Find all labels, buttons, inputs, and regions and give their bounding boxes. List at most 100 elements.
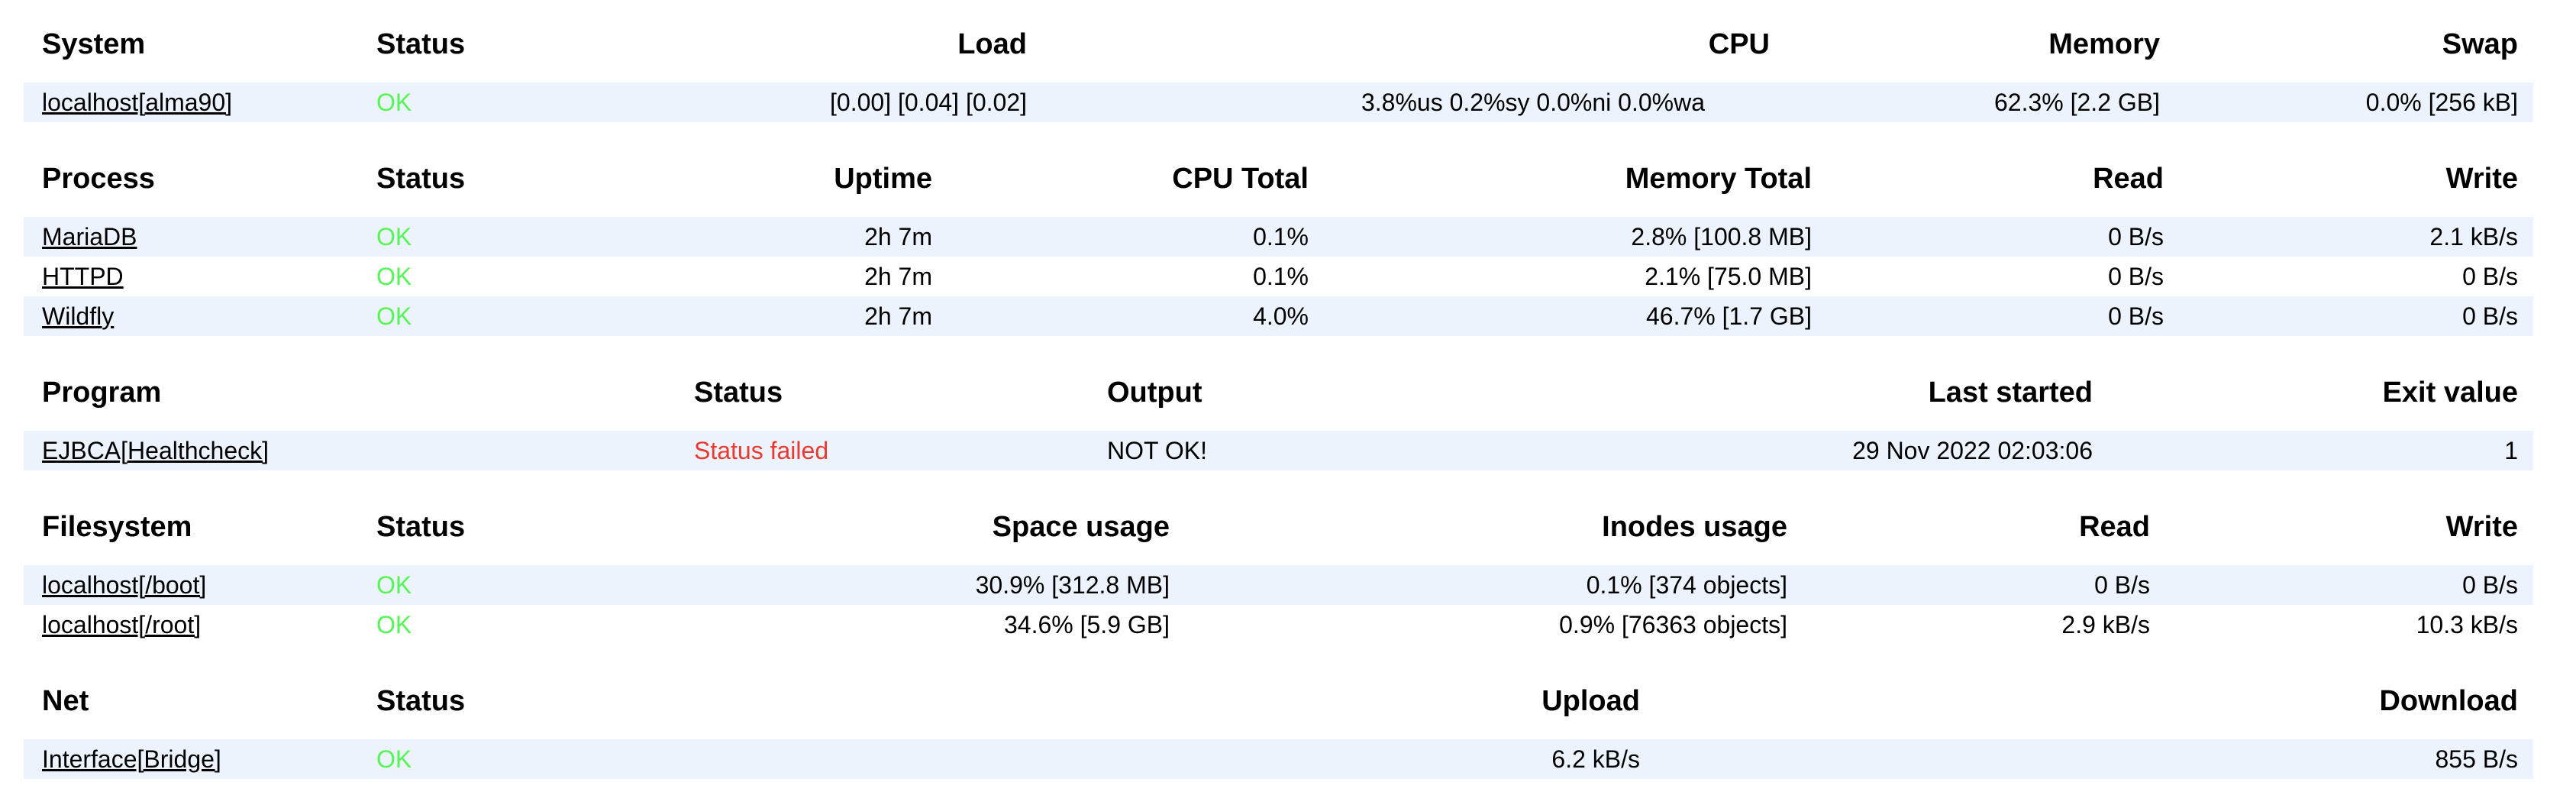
system-link-localhost-alma90[interactable]: localhost[alma90] xyxy=(42,88,233,116)
filesystem-space-cell: 34.6% [5.9 GB] xyxy=(1003,610,1170,638)
filesystem-space-cell: 30.9% [312.8 MB] xyxy=(605,565,1170,605)
process-name-cell: HTTPD xyxy=(24,257,376,296)
program-table: Program Status Output Last started Exit … xyxy=(24,376,2533,470)
filesystem-status-cell: OK xyxy=(376,605,605,645)
system-table: System Status Load CPU Memory Swap local… xyxy=(24,27,2533,122)
status-ok-text: OK xyxy=(376,88,412,116)
process-status-cell: OK xyxy=(376,296,605,336)
program-status-cell: Status failed xyxy=(694,431,1107,470)
col-header-read: Read xyxy=(2093,163,2164,195)
col-header-system: System xyxy=(42,28,146,60)
col-header-inodes-usage: Inodes usage xyxy=(1602,511,1787,543)
system-load-cell: [0.00] [0.04] [0.02] xyxy=(682,82,1027,122)
process-row-wildfly: Wildfly OK 2h 7m 4.0% 46.7% [1.7 GB] 0 B… xyxy=(24,296,2533,336)
col-header-uptime: Uptime xyxy=(834,163,932,195)
col-header-exit-value: Exit value xyxy=(2382,377,2518,409)
filesystem-name-cell: localhost[/root] xyxy=(24,605,376,645)
filesystem-link-localhost-boot[interactable]: localhost[/boot] xyxy=(42,570,207,599)
status-ok-text: OK xyxy=(376,610,412,638)
process-uptime-cell: 2h 7m xyxy=(605,296,932,336)
program-name-cell: EJBCA[Healthcheck] xyxy=(24,431,694,470)
filesystem-write-cell: 0 B/s xyxy=(2150,565,2533,605)
status-ok-text: OK xyxy=(376,222,412,250)
col-header-process: Process xyxy=(42,163,155,195)
col-header-cpu-total: CPU Total xyxy=(1172,163,1309,195)
col-header-status: Status xyxy=(376,163,466,195)
process-memory-cell: 2.8% [100.8 MB] xyxy=(1309,217,1812,257)
net-link-interface-bridge[interactable]: Interface[Bridge] xyxy=(42,745,221,773)
filesystem-read-cell: 2.9 kB/s xyxy=(2061,610,2150,638)
col-header-memory-total: Memory Total xyxy=(1625,163,1812,195)
program-last-started-cell: 29 Nov 2022 02:03:06 xyxy=(1641,431,2093,470)
process-row-mariadb: MariaDB OK 2h 7m 0.1% 2.8% [100.8 MB] 0 … xyxy=(24,217,2533,257)
program-header-row: Program Status Output Last started Exit … xyxy=(24,376,2533,431)
process-link-mariadb[interactable]: MariaDB xyxy=(42,222,137,250)
status-ok-text: OK xyxy=(376,302,412,330)
process-name-cell: MariaDB xyxy=(24,217,376,257)
system-name-cell: localhost[alma90] xyxy=(24,82,376,122)
col-header-program: Program xyxy=(42,377,162,409)
status-ok-text: OK xyxy=(376,745,412,773)
net-header-row: Net Status Upload Download xyxy=(24,684,2533,739)
process-name-cell: Wildfly xyxy=(24,296,376,336)
status-failed-text: Status failed xyxy=(694,436,829,464)
net-upload-cell: 6.2 kB/s xyxy=(605,739,1640,779)
filesystem-row-root: localhost[/root] OK 34.6% [5.9 GB] 0.9% … xyxy=(24,605,2533,645)
net-name-cell: Interface[Bridge] xyxy=(24,739,376,779)
filesystem-name-cell: localhost[/boot] xyxy=(24,565,376,605)
filesystem-status-cell: OK xyxy=(376,565,605,605)
process-status-cell: OK xyxy=(376,257,605,296)
col-header-swap: Swap xyxy=(2442,28,2518,60)
filesystem-header-row: Filesystem Status Space usage Inodes usa… xyxy=(24,510,2533,565)
process-status-cell: OK xyxy=(376,217,605,257)
process-cpu-cell: 0.1% xyxy=(932,217,1309,257)
system-status-cell: OK xyxy=(376,82,682,122)
filesystem-inodes-cell: 0.9% [76363 objects] xyxy=(1559,610,1787,638)
system-row-localhost: localhost[alma90] OK [0.00] [0.04] [0.02… xyxy=(24,82,2533,122)
process-read-cell: 0 B/s xyxy=(1812,296,2164,336)
process-header-row: Process Status Uptime CPU Total Memory T… xyxy=(24,162,2533,217)
process-table: Process Status Uptime CPU Total Memory T… xyxy=(24,162,2533,336)
process-write-cell: 0 B/s xyxy=(2462,262,2518,290)
program-row-ejbca: EJBCA[Healthcheck] Status failed NOT OK!… xyxy=(24,431,2533,470)
net-status-cell: OK xyxy=(376,739,605,779)
col-header-output: Output xyxy=(1107,377,1202,409)
process-link-httpd[interactable]: HTTPD xyxy=(42,262,124,290)
filesystem-inodes-cell: 0.1% [374 objects] xyxy=(1170,565,1787,605)
process-row-httpd: HTTPD OK 2h 7m 0.1% 2.1% [75.0 MB] 0 B/s… xyxy=(24,257,2533,296)
col-header-status: Status xyxy=(376,28,466,60)
program-link-ejbca-healthcheck[interactable]: EJBCA[Healthcheck] xyxy=(42,436,270,464)
filesystem-link-localhost-root[interactable]: localhost[/root] xyxy=(42,610,202,638)
col-header-load: Load xyxy=(957,28,1027,60)
col-header-upload: Upload xyxy=(1541,685,1640,717)
process-read-cell: 0 B/s xyxy=(2108,262,2164,290)
col-header-status: Status xyxy=(376,685,466,717)
process-write-cell: 0 B/s xyxy=(2164,296,2533,336)
process-memory-cell: 2.1% [75.0 MB] xyxy=(1645,262,1812,290)
process-write-cell: 2.1 kB/s xyxy=(2164,217,2533,257)
process-uptime-cell: 2h 7m xyxy=(864,262,932,290)
col-header-status: Status xyxy=(694,377,783,409)
col-header-net: Net xyxy=(42,685,89,717)
net-download-cell: 855 B/s xyxy=(1640,739,2533,779)
system-memory-cell: 62.3% [2.2 GB] xyxy=(1770,82,2160,122)
col-header-write: Write xyxy=(2445,511,2518,543)
filesystem-table: Filesystem Status Space usage Inodes usa… xyxy=(24,510,2533,645)
col-header-filesystem: Filesystem xyxy=(42,511,192,543)
filesystem-write-cell: 10.3 kB/s xyxy=(2416,610,2518,638)
status-ok-text: OK xyxy=(376,570,412,599)
col-header-write: Write xyxy=(2445,163,2518,195)
net-table: Net Status Upload Download Interface[Bri… xyxy=(24,684,2533,779)
program-exit-value-cell: 1 xyxy=(2093,431,2533,470)
process-read-cell: 0 B/s xyxy=(1812,217,2164,257)
status-ok-text: OK xyxy=(376,262,412,290)
net-row-bridge: Interface[Bridge] OK 6.2 kB/s 855 B/s xyxy=(24,739,2533,779)
col-header-cpu: CPU xyxy=(1708,28,1770,60)
col-header-read: Read xyxy=(2079,511,2150,543)
system-cpu-cell: 3.8%us 0.2%sy 0.0%ni 0.0%wa xyxy=(1027,82,1770,122)
process-uptime-cell: 2h 7m xyxy=(605,217,932,257)
col-header-download: Download xyxy=(2379,685,2518,717)
process-cpu-cell: 4.0% xyxy=(932,296,1309,336)
process-link-wildfly[interactable]: Wildfly xyxy=(42,302,115,330)
col-header-space-usage: Space usage xyxy=(992,511,1170,543)
